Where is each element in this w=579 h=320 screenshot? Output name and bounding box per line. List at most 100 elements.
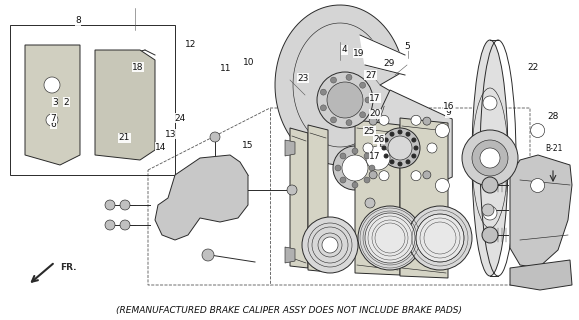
Text: 15: 15 bbox=[242, 141, 254, 150]
Polygon shape bbox=[285, 247, 295, 263]
Text: (REMANUFACTURED BRAKE CALIPER ASSY DOES NOT INCLUDE BRAKE PADS): (REMANUFACTURED BRAKE CALIPER ASSY DOES … bbox=[116, 307, 463, 316]
Circle shape bbox=[427, 143, 437, 153]
Text: 21: 21 bbox=[119, 133, 130, 142]
Polygon shape bbox=[285, 140, 295, 156]
Text: 26: 26 bbox=[373, 135, 385, 144]
Text: 4: 4 bbox=[342, 45, 347, 54]
Text: 17: 17 bbox=[369, 152, 381, 161]
Circle shape bbox=[379, 115, 389, 125]
Text: 19: 19 bbox=[353, 49, 365, 58]
Circle shape bbox=[366, 146, 390, 170]
Text: 2: 2 bbox=[64, 98, 69, 107]
Text: 25: 25 bbox=[364, 127, 375, 136]
Circle shape bbox=[287, 185, 297, 195]
Circle shape bbox=[46, 114, 58, 126]
Polygon shape bbox=[510, 260, 572, 290]
Circle shape bbox=[530, 124, 545, 138]
Circle shape bbox=[435, 179, 449, 193]
Circle shape bbox=[120, 220, 130, 230]
Circle shape bbox=[416, 214, 464, 262]
Circle shape bbox=[44, 77, 60, 93]
Ellipse shape bbox=[472, 40, 508, 276]
Circle shape bbox=[388, 136, 412, 160]
Text: 28: 28 bbox=[548, 112, 559, 121]
Polygon shape bbox=[290, 128, 308, 268]
Polygon shape bbox=[275, 5, 404, 165]
Text: 20: 20 bbox=[369, 109, 381, 118]
Circle shape bbox=[398, 130, 402, 134]
Circle shape bbox=[360, 140, 396, 176]
Circle shape bbox=[412, 154, 416, 158]
Text: 12: 12 bbox=[185, 40, 197, 49]
Polygon shape bbox=[355, 120, 400, 275]
Circle shape bbox=[411, 115, 421, 125]
Circle shape bbox=[369, 117, 377, 125]
Circle shape bbox=[322, 237, 338, 253]
Circle shape bbox=[483, 96, 497, 110]
Text: 6: 6 bbox=[50, 120, 56, 129]
Circle shape bbox=[340, 153, 346, 159]
Circle shape bbox=[365, 213, 415, 263]
Circle shape bbox=[210, 132, 220, 142]
Text: 23: 23 bbox=[297, 74, 309, 83]
Text: 14: 14 bbox=[155, 143, 167, 152]
Text: 8: 8 bbox=[75, 16, 81, 25]
Circle shape bbox=[360, 82, 365, 88]
Circle shape bbox=[435, 124, 449, 138]
Circle shape bbox=[340, 177, 346, 183]
Circle shape bbox=[331, 117, 336, 123]
Circle shape bbox=[379, 171, 389, 181]
Circle shape bbox=[384, 138, 388, 142]
Circle shape bbox=[408, 206, 472, 270]
Text: 16: 16 bbox=[443, 102, 455, 111]
Circle shape bbox=[317, 72, 373, 128]
Circle shape bbox=[482, 227, 498, 243]
Circle shape bbox=[302, 217, 358, 273]
Polygon shape bbox=[25, 45, 80, 165]
Text: 29: 29 bbox=[383, 60, 395, 68]
Polygon shape bbox=[510, 155, 572, 268]
Circle shape bbox=[120, 200, 130, 210]
Circle shape bbox=[331, 77, 336, 83]
Polygon shape bbox=[360, 35, 405, 75]
Text: FR.: FR. bbox=[60, 263, 76, 273]
Circle shape bbox=[346, 120, 352, 126]
Text: 9: 9 bbox=[446, 108, 452, 117]
Circle shape bbox=[364, 153, 370, 159]
Circle shape bbox=[333, 146, 377, 190]
Circle shape bbox=[202, 249, 214, 261]
Circle shape bbox=[483, 206, 497, 220]
Circle shape bbox=[423, 117, 431, 125]
Text: 22: 22 bbox=[527, 63, 538, 72]
Circle shape bbox=[358, 206, 422, 270]
Polygon shape bbox=[308, 125, 328, 272]
Text: 18: 18 bbox=[132, 63, 144, 72]
Circle shape bbox=[352, 148, 358, 154]
Text: B-21: B-21 bbox=[545, 144, 562, 153]
Polygon shape bbox=[400, 118, 448, 278]
Text: 7: 7 bbox=[50, 114, 56, 123]
Circle shape bbox=[472, 140, 508, 176]
Circle shape bbox=[462, 130, 518, 186]
Circle shape bbox=[398, 162, 402, 166]
Text: 5: 5 bbox=[404, 42, 410, 51]
Circle shape bbox=[320, 89, 327, 95]
Circle shape bbox=[369, 171, 377, 179]
Circle shape bbox=[482, 204, 494, 216]
Circle shape bbox=[369, 165, 375, 171]
Circle shape bbox=[482, 177, 498, 193]
Circle shape bbox=[364, 177, 370, 183]
Circle shape bbox=[335, 165, 341, 171]
Circle shape bbox=[363, 143, 373, 153]
Text: 17: 17 bbox=[369, 94, 381, 103]
Polygon shape bbox=[95, 50, 155, 160]
Circle shape bbox=[342, 155, 368, 181]
Circle shape bbox=[380, 128, 420, 168]
Circle shape bbox=[406, 132, 410, 136]
Circle shape bbox=[365, 97, 371, 103]
Circle shape bbox=[360, 112, 365, 118]
Circle shape bbox=[352, 182, 358, 188]
Text: 27: 27 bbox=[365, 71, 376, 80]
Circle shape bbox=[480, 148, 500, 168]
Circle shape bbox=[390, 160, 394, 164]
